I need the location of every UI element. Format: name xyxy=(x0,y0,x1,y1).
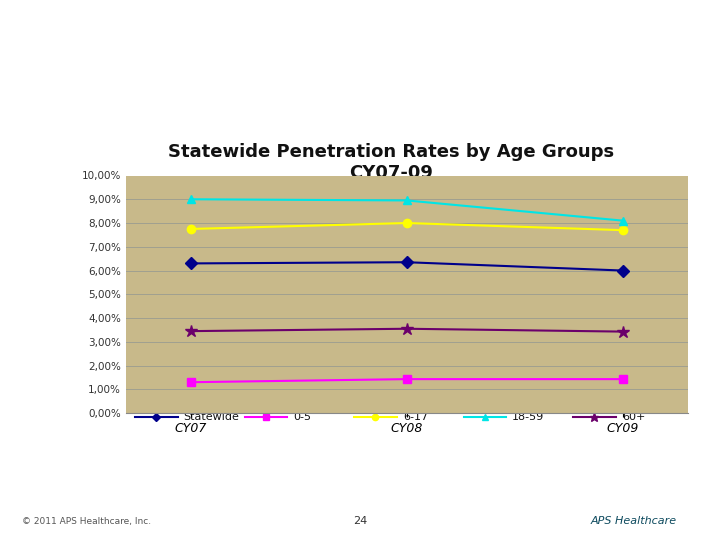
Statewide xyxy=(186,260,195,267)
Text: 0-5: 0-5 xyxy=(293,412,311,422)
Statewide xyxy=(618,267,627,274)
6-17 xyxy=(618,227,627,233)
Text: 18-59: 18-59 xyxy=(513,412,544,422)
Text: © 2011 APS Healthcare, Inc.: © 2011 APS Healthcare, Inc. xyxy=(22,517,150,525)
0-5 xyxy=(618,376,627,382)
60+ xyxy=(618,328,627,335)
Line: Statewide: Statewide xyxy=(186,258,627,275)
18-59 xyxy=(618,218,627,224)
Line: 60+: 60+ xyxy=(184,322,629,338)
60+ xyxy=(186,328,195,334)
6-17 xyxy=(402,220,411,226)
0-5 xyxy=(186,379,195,386)
18-59 xyxy=(186,196,195,202)
18-59 xyxy=(402,197,411,204)
Text: APS Healthcare: APS Healthcare xyxy=(590,516,677,526)
Text: 60+: 60+ xyxy=(622,412,645,422)
Line: 18-59: 18-59 xyxy=(186,195,627,225)
Text: 6-17: 6-17 xyxy=(402,412,428,422)
0-5 xyxy=(402,376,411,382)
Text: 24: 24 xyxy=(353,516,367,526)
Text: Statewide: Statewide xyxy=(184,412,240,422)
Line: 6-17: 6-17 xyxy=(186,219,627,234)
Statewide xyxy=(402,259,411,266)
Text: Penetration Rates by Age Groups: Penetration Rates by Age Groups xyxy=(14,32,360,52)
60+ xyxy=(402,326,411,332)
6-17 xyxy=(186,226,195,232)
Line: 0-5: 0-5 xyxy=(186,375,627,387)
Text: Statewide Penetration Rates by Age Groups
CY07-09: Statewide Penetration Rates by Age Group… xyxy=(168,143,613,182)
